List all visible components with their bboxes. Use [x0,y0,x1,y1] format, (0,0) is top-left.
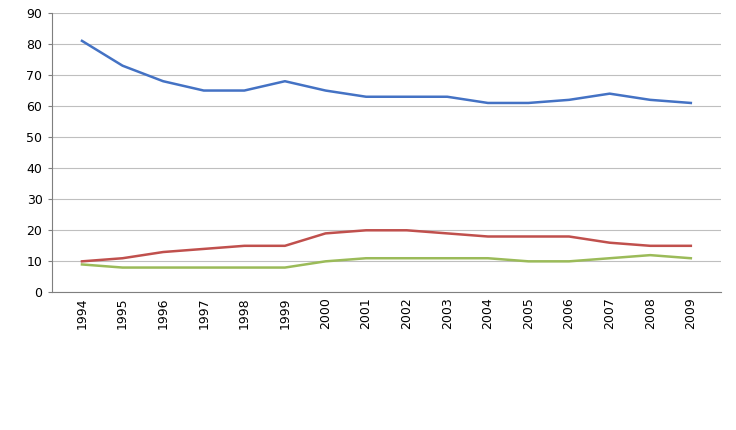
private [403,94,411,99]
private [199,88,208,93]
Education and health [240,265,249,270]
private [687,100,696,105]
Public [361,228,370,233]
private [484,100,492,105]
private [118,63,127,68]
Education and health [361,256,370,261]
private [280,79,289,84]
Education and health [484,256,492,261]
Education and health [565,259,573,264]
Line: private: private [82,41,691,103]
Public [77,259,86,264]
Public [524,234,533,239]
Education and health [687,256,696,261]
Public [605,240,614,245]
Public [645,243,654,249]
private [159,79,168,84]
Education and health [321,259,330,264]
Public [687,243,696,249]
private [605,91,614,96]
Public [484,234,492,239]
private [321,88,330,93]
Education and health [645,252,654,258]
Public [565,234,573,239]
Education and health [159,265,168,270]
Education and health [77,262,86,267]
Education and health [118,265,127,270]
private [361,94,370,99]
Education and health [403,256,411,261]
Public [159,249,168,255]
Public [118,256,127,261]
private [524,100,533,105]
Public [199,246,208,252]
private [443,94,452,99]
Public [403,228,411,233]
Public [240,243,249,249]
Education and health [280,265,289,270]
Education and health [199,265,208,270]
private [77,38,86,43]
Education and health [524,259,533,264]
private [645,97,654,102]
Public [443,231,452,236]
Line: Education and health: Education and health [82,255,691,267]
Line: Public: Public [82,230,691,261]
Education and health [605,256,614,261]
Public [280,243,289,249]
private [240,88,249,93]
Education and health [443,256,452,261]
Public [321,231,330,236]
private [565,97,573,102]
